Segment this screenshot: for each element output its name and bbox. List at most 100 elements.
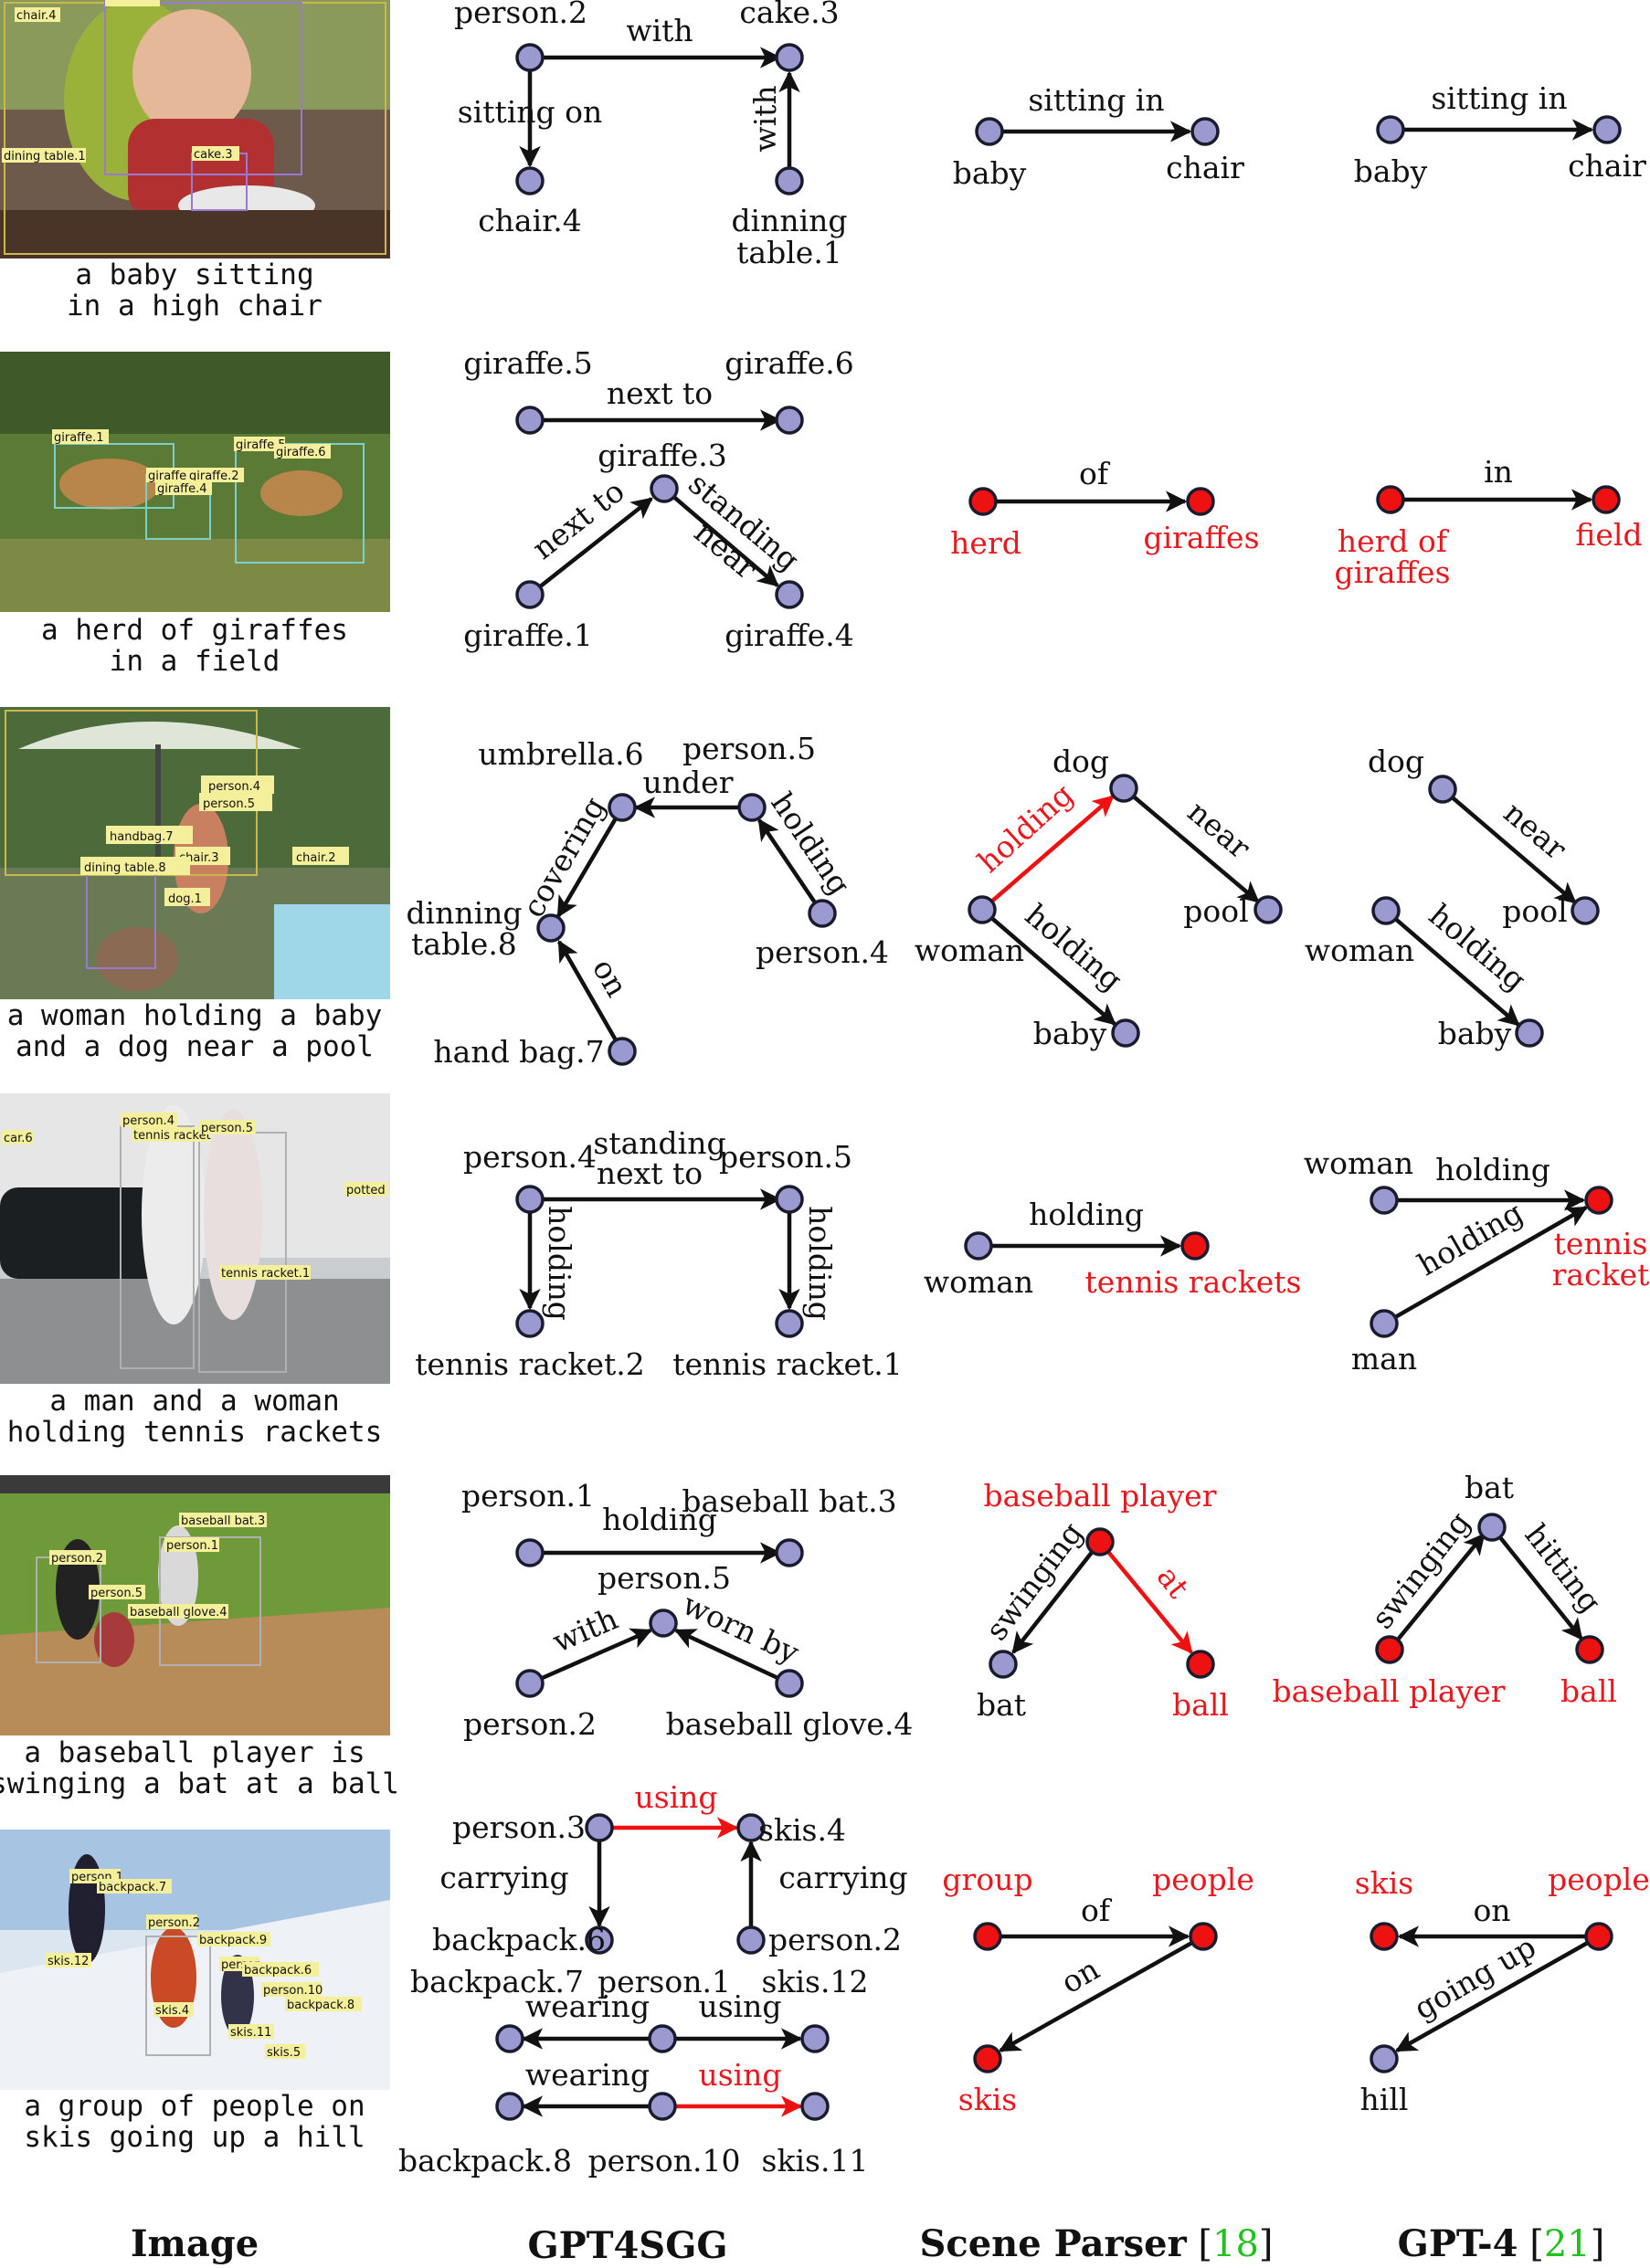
column-header-gpt4-title: GPT-4 <box>1398 2222 1518 2265</box>
graph-node <box>608 1037 637 1066</box>
graph-node <box>1186 487 1215 516</box>
photo-tag: skis.5 <box>267 2046 301 2060</box>
graph-node <box>1571 896 1600 925</box>
node-label: hill <box>1360 2082 1409 2117</box>
graph-scene-parser-row5: baseball player bat ball swinging at <box>977 1478 1229 1723</box>
graph-node <box>515 1669 545 1698</box>
edge-label: hitting <box>1518 1517 1608 1619</box>
node-label: skis <box>1355 1865 1413 1901</box>
graph-node <box>775 1309 804 1338</box>
edge-label: holding <box>764 786 858 902</box>
photo-tag: giraffe.4 <box>157 482 207 496</box>
edge-arrow <box>757 818 824 915</box>
graph-node <box>736 1925 766 1955</box>
image-caption-line: and a dog near a pool <box>16 1030 374 1063</box>
graph-node <box>800 2024 830 2053</box>
edge-arrow <box>529 1628 653 1686</box>
graph-node <box>775 43 804 72</box>
node-label: ball <box>1560 1673 1617 1709</box>
edge-label: carrying <box>778 1860 907 1895</box>
photo-tag: backpack.6 <box>244 1964 312 1978</box>
node-label: ball <box>1172 1687 1229 1723</box>
image-caption-line: a baseball player is <box>24 1736 365 1769</box>
photo-tag: potted <box>346 1184 386 1197</box>
edge-label: near <box>1497 795 1574 867</box>
node-label: skis <box>958 2082 1017 2117</box>
node-label: backpack.8 <box>398 2143 572 2178</box>
graph-node <box>1428 775 1457 804</box>
photo-tag: backpack.7 <box>99 1881 166 1894</box>
node-label: hand bag.7 <box>433 1034 604 1070</box>
graph-node <box>650 474 679 503</box>
graph-node <box>536 913 566 943</box>
edge-arrow <box>528 497 653 596</box>
graph-node <box>515 166 545 195</box>
graph-node <box>973 2044 1002 2073</box>
graph-node <box>775 1185 804 1214</box>
node-label: baseball player <box>984 1478 1217 1514</box>
graph-node <box>1376 485 1405 514</box>
edge-arrow <box>1098 1540 1193 1654</box>
citation-link[interactable]: 21 <box>1544 2223 1591 2265</box>
edge-label: worn by <box>677 1586 805 1671</box>
photo-tag: person.2 <box>148 1916 200 1930</box>
photo-tag: dog.1 <box>168 892 202 906</box>
edge-label: of <box>1081 1893 1113 1928</box>
graph-node <box>648 2024 677 2053</box>
node-label: dinning <box>406 895 522 931</box>
citation-link[interactable]: 18 <box>1212 2223 1259 2265</box>
edge-label: holding <box>602 1502 717 1537</box>
edge-label: using <box>634 1779 717 1815</box>
edge-label: going up <box>1408 1928 1542 2026</box>
image-caption-line: holding tennis rackets <box>7 1416 383 1449</box>
node-label: bat <box>977 1687 1026 1723</box>
graph-node <box>1575 1635 1604 1664</box>
node-label: dog <box>1052 744 1109 779</box>
node-label: table.8 <box>411 926 517 962</box>
graph-node <box>495 2024 524 2053</box>
graph-node <box>1371 896 1401 925</box>
graph-node <box>1477 1513 1507 1542</box>
image-caption-line: a group of people on <box>24 2090 365 2123</box>
photo-tag: person.5 <box>90 1587 143 1600</box>
node-label: giraffes <box>1334 554 1450 590</box>
graph-gpt4-row6: skis people hill on going up <box>1355 1862 1650 2117</box>
graph-node <box>1253 895 1283 924</box>
graph-node <box>515 1309 545 1338</box>
image-caption-line: swinging a bat at a ball <box>0 1767 399 1800</box>
node-label: chair <box>1166 150 1244 185</box>
graph-node <box>649 1609 678 1638</box>
photo-tag: skis.12 <box>48 1955 89 1968</box>
edge-label: at <box>1150 1559 1197 1605</box>
edge-label: on <box>1055 1951 1105 2000</box>
graph-node <box>1376 115 1405 144</box>
node-label: chair.4 <box>478 203 582 238</box>
edge-arrow <box>980 908 1116 1026</box>
edge-label: on <box>586 953 635 1003</box>
edge-arrow <box>980 795 1115 912</box>
graph-node <box>775 1538 804 1567</box>
graph-node <box>1111 1018 1140 1048</box>
node-label: woman <box>1304 1145 1413 1181</box>
node-label: umbrella.6 <box>478 736 643 772</box>
node-label: baby <box>1354 153 1428 189</box>
column-header-gpt4sgg: GPT4SGG <box>527 2224 727 2267</box>
node-label: person.4 <box>463 1139 597 1175</box>
image-caption-line: in a high chair <box>67 290 323 322</box>
edge-label: wearing <box>525 2057 650 2093</box>
node-label: table.1 <box>736 235 842 270</box>
edge-label: sitting in <box>1431 80 1567 116</box>
graph-gpt4sgg-row5: person.1 baseball bat.3 person.5 person.… <box>461 1478 913 1742</box>
photo-baseball: baseball bat.3 person.1 person.2 person.… <box>0 1475 390 1735</box>
graph-node <box>775 166 804 195</box>
graph-scene-parser-row4: woman tennis rackets holding <box>924 1197 1302 1300</box>
node-label: woman <box>924 1264 1033 1300</box>
node-label: giraffe.1 <box>463 617 593 653</box>
edge-label: holding <box>542 1206 577 1321</box>
node-label: pool <box>1502 893 1567 929</box>
graph-node <box>968 895 997 924</box>
edge-label: of <box>1079 456 1111 491</box>
edge-label: with <box>626 13 693 48</box>
node-label: pool <box>1183 893 1248 929</box>
graph-gpt4-row5: bat baseball player ball swinging hittin… <box>1273 1470 1617 1709</box>
